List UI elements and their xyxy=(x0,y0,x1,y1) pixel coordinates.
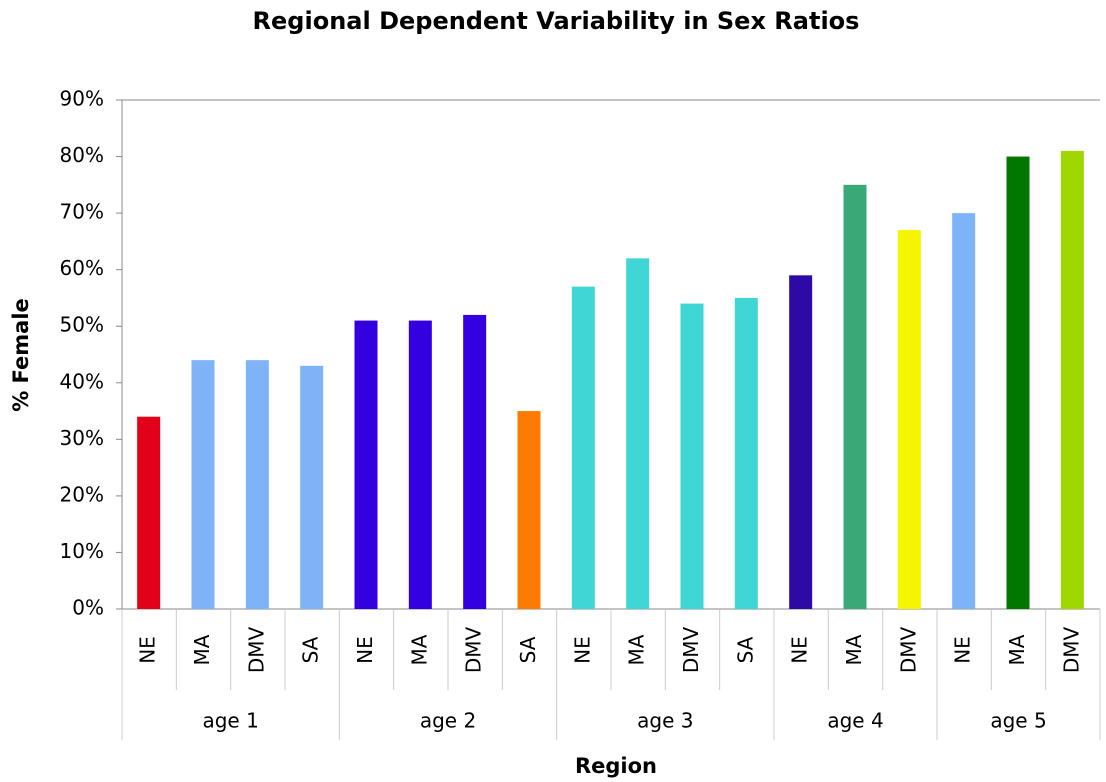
y-tick-label: 60% xyxy=(60,256,104,280)
group-label: age 4 xyxy=(827,709,883,733)
bar xyxy=(408,320,432,609)
x-tick-label: NE xyxy=(353,636,377,664)
x-tick-label: MA xyxy=(190,634,214,665)
bar xyxy=(463,314,487,609)
x-tick-label: DMV xyxy=(1059,627,1083,674)
x-tick-label: DMV xyxy=(896,627,920,674)
y-tick-label: 30% xyxy=(60,426,104,450)
bar xyxy=(245,360,269,609)
x-tick-label: NE xyxy=(951,636,975,664)
y-tick-label: 40% xyxy=(60,369,104,393)
bar xyxy=(1060,150,1084,609)
group-label: age 5 xyxy=(990,709,1046,733)
x-tick-label: SA xyxy=(733,636,757,663)
bar xyxy=(191,360,215,609)
bar xyxy=(517,411,541,609)
x-tick-label: SA xyxy=(299,636,323,663)
bar xyxy=(300,365,324,609)
chart-title: Regional Dependent Variability in Sex Ra… xyxy=(253,7,860,35)
x-tick-label: DMV xyxy=(462,627,486,674)
y-tick-label: 10% xyxy=(60,539,104,563)
bar xyxy=(680,303,704,609)
x-tick-label: MA xyxy=(1005,634,1029,665)
x-axis-title: Region xyxy=(575,754,657,778)
bar xyxy=(137,416,161,609)
y-tick-label: 80% xyxy=(60,143,104,167)
x-tick-label: NE xyxy=(570,636,594,664)
x-tick-label: MA xyxy=(842,634,866,665)
group-label: age 3 xyxy=(637,709,693,733)
bar xyxy=(843,184,867,610)
y-axis-title: % Female xyxy=(9,298,33,412)
y-tick-label: 90% xyxy=(60,87,104,111)
x-tick-label: MA xyxy=(625,634,649,665)
x-tick-label: DMV xyxy=(244,627,268,674)
bar xyxy=(734,297,758,609)
bar xyxy=(897,230,921,610)
bar xyxy=(626,258,650,609)
bar xyxy=(952,213,976,609)
y-tick-label: 0% xyxy=(72,596,104,620)
bar xyxy=(789,275,813,609)
group-label: age 1 xyxy=(202,709,258,733)
y-tick-label: 50% xyxy=(60,313,104,337)
y-tick-label: 70% xyxy=(60,200,104,224)
x-tick-label: NE xyxy=(788,636,812,664)
bar xyxy=(571,286,595,609)
x-tick-label: NE xyxy=(136,636,160,664)
bar xyxy=(354,320,378,609)
bar xyxy=(1006,156,1030,610)
group-label: age 2 xyxy=(420,709,476,733)
x-tick-label: SA xyxy=(516,636,540,663)
y-tick-label: 20% xyxy=(60,482,104,506)
x-tick-label: MA xyxy=(407,634,431,665)
x-tick-label: DMV xyxy=(679,627,703,674)
